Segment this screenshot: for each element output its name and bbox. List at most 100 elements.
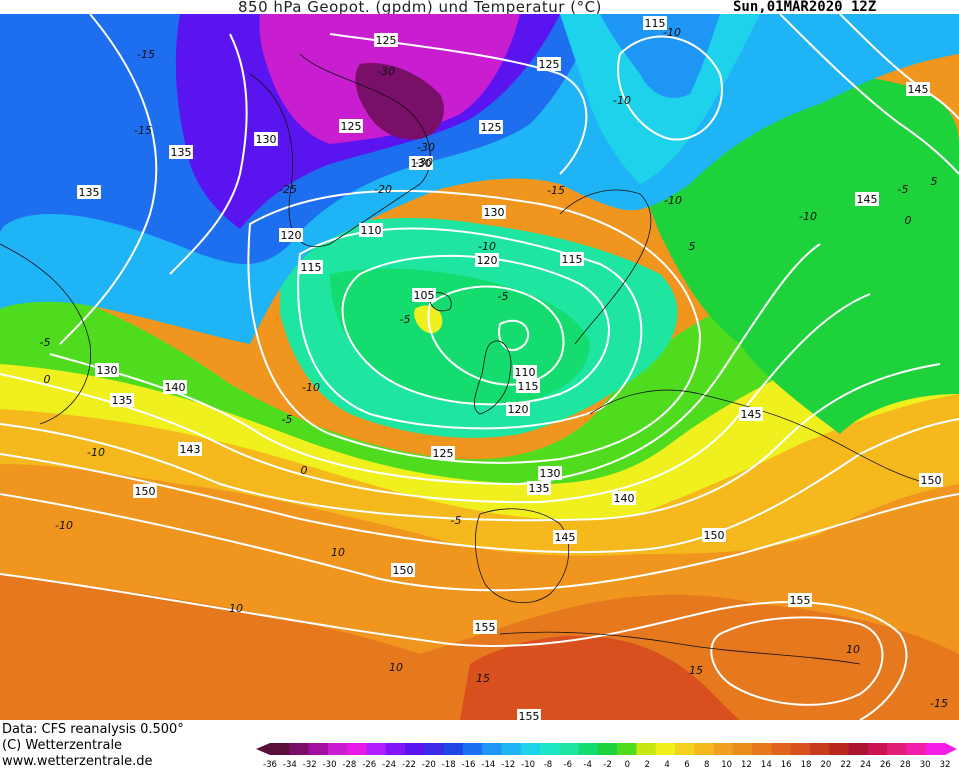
temperature-label: -15 — [134, 124, 152, 137]
coastline-iceland — [429, 292, 452, 312]
colorbar-swatch — [848, 743, 869, 755]
geopotential-label-box — [133, 484, 157, 498]
colorbar-tick-label: -24 — [382, 760, 396, 770]
geopotential-label-text: 110 — [515, 366, 536, 379]
geopotential-label-box — [299, 260, 323, 274]
geopotential-label-text: 143 — [180, 443, 201, 456]
temp-field-scand — [560, 14, 760, 184]
geopotential-label: 110 — [359, 223, 383, 237]
geopotential-label-text: 150 — [135, 485, 156, 498]
geopotential-label-box — [919, 473, 943, 487]
geopotential-label-box — [374, 33, 398, 47]
geopotential-label: 120 — [475, 253, 499, 267]
geopotential-label-box — [517, 709, 541, 720]
geopotential-label: 140 — [612, 491, 636, 505]
geopotential-label-box — [169, 145, 193, 159]
colorbar-tick-label: 12 — [741, 760, 752, 770]
colorbar-swatch — [327, 743, 348, 755]
colorbar-tick-label: -6 — [564, 760, 572, 770]
colorbar-swatch — [540, 743, 560, 755]
colorbar-tick-label: 28 — [900, 760, 911, 770]
geopotential-label: 130 — [254, 132, 278, 146]
geopotential-label-box — [855, 192, 879, 206]
geopotential-label-text: 110 — [361, 224, 382, 237]
colorbar-tick-label: -10 — [521, 760, 535, 770]
geopotential-label: 145 — [739, 407, 763, 421]
colorbar-swatch — [887, 743, 907, 755]
geopotential-label-text: 115 — [518, 380, 539, 393]
geopotential-label-text: 145 — [741, 408, 762, 421]
geopotential-label-text: 120 — [281, 229, 302, 242]
temperature-label: -5 — [282, 413, 293, 426]
geopotential-label: 125 — [374, 33, 398, 47]
temperature-label: 15 — [476, 672, 490, 685]
temperature-label: -5 — [400, 313, 411, 326]
geopotential-label-box — [788, 593, 812, 607]
colorbar-tick-label: -34 — [283, 760, 297, 770]
geopotential-label: 120 — [506, 402, 530, 416]
temperature-label: -20 — [374, 183, 392, 196]
temperature-label: 0 — [301, 464, 308, 477]
website-credit: www.wetterzentrale.de — [2, 754, 153, 769]
geopotential-label-text: 120 — [508, 403, 529, 416]
geopotential-label-box — [479, 120, 503, 134]
coastline-africa — [499, 631, 861, 665]
contour-130-west — [169, 33, 248, 275]
geopotential-label-box — [412, 288, 436, 302]
geopotential-label-text: 120 — [477, 254, 498, 267]
data-source-credit: Data: CFS reanalysis 0.500° — [2, 722, 184, 737]
colorbar-tick-label: -8 — [544, 760, 552, 770]
colorbar-tick-label: -28 — [342, 760, 356, 770]
temperature-label: -10 — [799, 210, 817, 223]
geopotential-label-box — [279, 228, 303, 242]
coastline-uk — [473, 340, 512, 415]
temperature-label: 0 — [44, 373, 51, 386]
contour-105 — [498, 319, 530, 352]
colorbar-swatch — [424, 743, 445, 755]
colorbar-swatch — [482, 743, 502, 755]
geopotential-label: 150 — [133, 484, 157, 498]
geopotential-label: 125 — [537, 57, 561, 71]
geopotential-label-text: 125 — [539, 58, 560, 71]
colorbar-swatch — [385, 743, 406, 755]
geopotential-label: 115 — [299, 260, 323, 274]
geopotential-label-box — [409, 156, 433, 170]
geopotential-label-box — [643, 16, 667, 30]
temperature-label: -5 — [898, 183, 909, 196]
geopotential-label: 135 — [527, 481, 551, 495]
colorbar-tick-label: 0 — [625, 760, 630, 770]
colorbar-swatch — [270, 743, 290, 755]
coastline-greenland — [249, 53, 431, 247]
temperature-label: 10 — [389, 661, 403, 674]
temperature-label: 0 — [905, 214, 912, 227]
colorbar-tick-label: -12 — [501, 760, 515, 770]
temperature-label: -25 — [279, 183, 297, 196]
geopotential-label-box — [516, 379, 540, 393]
temperature-label: -10 — [663, 26, 681, 39]
geopotential-label-text: 135 — [79, 186, 100, 199]
geopotential-label-text: 155 — [790, 594, 811, 607]
geopotential-label: 105 — [412, 288, 436, 302]
geopotential-label-box — [538, 466, 562, 480]
contour-135 — [0, 293, 871, 504]
chart-title: 850 hPa Geopot. (gpdm) und Temperatur (°… — [238, 0, 602, 16]
temperature-label: -5 — [498, 290, 509, 303]
colorbar-swatch — [925, 743, 946, 755]
geopotential-label: 125 — [431, 446, 455, 460]
colorbar-swatch — [713, 743, 734, 755]
geopotential-label-text: 155 — [519, 710, 540, 720]
colorbar-swatch — [289, 743, 310, 755]
valid-time: Sun,01MAR2020 12Z — [733, 0, 877, 15]
temp-field-coldest — [355, 63, 444, 140]
geopotential-label: 155 — [788, 593, 812, 607]
geopotential-label-box — [475, 253, 499, 267]
colorbar-swatch — [578, 743, 599, 755]
geopotential-label-box — [431, 446, 455, 460]
geopotential-label: 120 — [279, 228, 303, 242]
geopotential-label-text: 150 — [393, 564, 414, 577]
colorbar-ticks: -36 -34 -32 -30 -28 -26 -24 -22 -20 -18 -16 -14 -12-… — [263, 760, 950, 770]
geopotential-label-text: 155 — [475, 621, 496, 634]
geopotential-label-text: 150 — [704, 529, 725, 542]
